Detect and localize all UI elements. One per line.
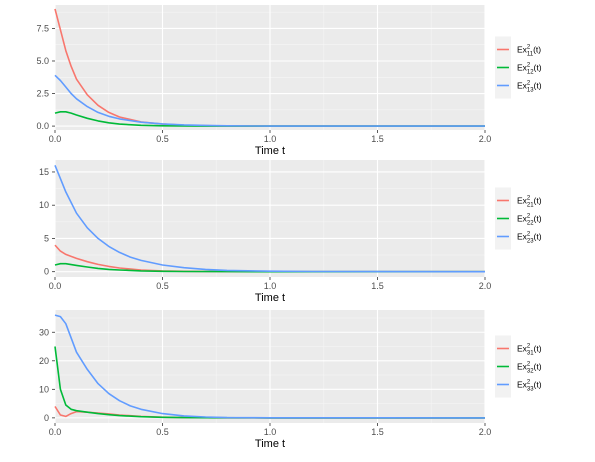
series-line-23 xyxy=(54,164,486,273)
x-tick-label: 1.5 xyxy=(371,134,384,144)
legend: Ex2 31(t)Ex2 32(t)Ex2 33(t) xyxy=(495,335,542,398)
y-tick-label: 0 xyxy=(44,413,49,423)
legend-label-sup: 2 xyxy=(527,196,531,202)
y-tick-label: 10 xyxy=(39,200,49,210)
legend-label-sup: 2 xyxy=(527,45,531,51)
legend-label-base: Ex xyxy=(517,232,528,242)
x-tick-label: 2.0 xyxy=(479,134,492,144)
y-tick-label: 15 xyxy=(39,167,49,177)
x-tick-label: 0.0 xyxy=(49,427,62,437)
legend-label: Ex2 33(t) xyxy=(517,380,542,393)
legend-label-sub: 22 xyxy=(527,221,534,227)
x-tick-label: 2.0 xyxy=(479,427,492,437)
legend-label-sub: 21 xyxy=(527,203,534,209)
legend-label: Ex2 23(t) xyxy=(517,232,542,245)
legend-label-sub: 12 xyxy=(527,70,534,76)
x-tick-label: 1.0 xyxy=(264,427,277,437)
legend-item-13: Ex2 13(t) xyxy=(495,77,542,94)
legend-label-suffix: (t) xyxy=(533,45,541,55)
legend-item-11: Ex2 11(t) xyxy=(495,41,541,58)
legend-label-base: Ex xyxy=(517,362,528,372)
legend-label-sup: 2 xyxy=(527,362,531,368)
series-line-33 xyxy=(54,314,486,419)
legend-label-sup: 2 xyxy=(527,214,531,220)
y-tick-label: 10 xyxy=(39,384,49,394)
legend-item-33: Ex2 33(t) xyxy=(495,376,542,393)
legend-label-suffix: (t) xyxy=(534,362,542,372)
legend-label-base: Ex xyxy=(517,63,528,73)
legend-item-22: Ex2 22(t) xyxy=(495,210,542,227)
y-tick-label: 5.0 xyxy=(36,56,49,66)
legend-label-sub: 13 xyxy=(527,88,534,94)
x-tick-label: 1.5 xyxy=(371,281,384,291)
legend-item-21: Ex2 21(t) xyxy=(495,192,542,209)
legend-label: Ex2 21(t) xyxy=(517,196,542,209)
x-tick-label: 1.5 xyxy=(371,427,384,437)
legend-item-12: Ex2 12(t) xyxy=(495,59,542,76)
legend-label: Ex2 32(t) xyxy=(517,362,542,375)
legend-label: Ex2 11(t) xyxy=(517,45,541,58)
legend-label-base: Ex xyxy=(517,81,528,91)
legend-label-suffix: (t) xyxy=(534,344,542,354)
legend-label-base: Ex xyxy=(517,214,528,224)
y-tick-label: 2.5 xyxy=(36,89,49,99)
legend-label: Ex2 13(t) xyxy=(517,81,542,94)
legend-label-sup: 2 xyxy=(527,81,531,87)
y-tick-label: 30 xyxy=(39,327,49,337)
legend-label: Ex2 22(t) xyxy=(517,214,542,227)
x-axis-title: Time t xyxy=(255,438,285,450)
x-tick-label: 1.0 xyxy=(264,134,277,144)
series-line-13 xyxy=(54,74,485,127)
y-tick-label: 7.5 xyxy=(36,23,49,33)
legend-label-sup: 2 xyxy=(527,232,531,238)
x-axis-title: Time t xyxy=(255,145,285,157)
legend: Ex2 11(t)Ex2 12(t)Ex2 13(t) xyxy=(495,36,542,99)
legend: Ex2 21(t)Ex2 22(t)Ex2 23(t) xyxy=(495,187,542,250)
x-axis-title: Time t xyxy=(255,292,285,304)
legend-label-sup: 2 xyxy=(527,63,531,69)
legend-label: Ex2 31(t) xyxy=(517,344,542,357)
legend-label-base: Ex xyxy=(517,344,528,354)
legend-label-sub: 32 xyxy=(527,369,534,375)
legend-label-suffix: (t) xyxy=(534,214,542,224)
legend-item-23: Ex2 23(t) xyxy=(495,228,542,245)
x-tick-label: 0.5 xyxy=(156,427,169,437)
legend-label-sub: 33 xyxy=(527,387,534,393)
legend-label-suffix: (t) xyxy=(534,81,542,91)
x-tick-label: 0.5 xyxy=(156,134,169,144)
legend-label: Ex2 12(t) xyxy=(517,63,542,76)
x-tick-label: 2.0 xyxy=(479,281,492,291)
x-tick-label: 0.0 xyxy=(49,281,62,291)
legend-label-base: Ex xyxy=(517,380,528,390)
y-tick-label: 0 xyxy=(44,267,49,277)
legend-label-base: Ex xyxy=(517,45,528,55)
legend-label-sub: 11 xyxy=(527,52,534,58)
legend-label-suffix: (t) xyxy=(534,380,542,390)
legend-label-base: Ex xyxy=(517,196,528,206)
x-tick-label: 1.0 xyxy=(264,281,277,291)
legend-label-sup: 2 xyxy=(527,344,531,350)
legend-label-sub: 31 xyxy=(527,351,534,357)
legend-label-suffix: (t) xyxy=(534,63,542,73)
legend-item-32: Ex2 32(t) xyxy=(495,358,542,375)
legend-label-suffix: (t) xyxy=(534,232,542,242)
y-tick-label: 20 xyxy=(39,356,49,366)
x-tick-label: 0.0 xyxy=(49,134,62,144)
y-tick-label: 5 xyxy=(44,233,49,243)
legend-item-31: Ex2 31(t) xyxy=(495,340,542,357)
legend-label-sub: 23 xyxy=(527,239,534,245)
legend-label-sup: 2 xyxy=(527,380,531,386)
y-tick-label: 0.0 xyxy=(36,121,49,131)
x-tick-label: 0.5 xyxy=(156,281,169,291)
legend-label-suffix: (t) xyxy=(534,196,542,206)
